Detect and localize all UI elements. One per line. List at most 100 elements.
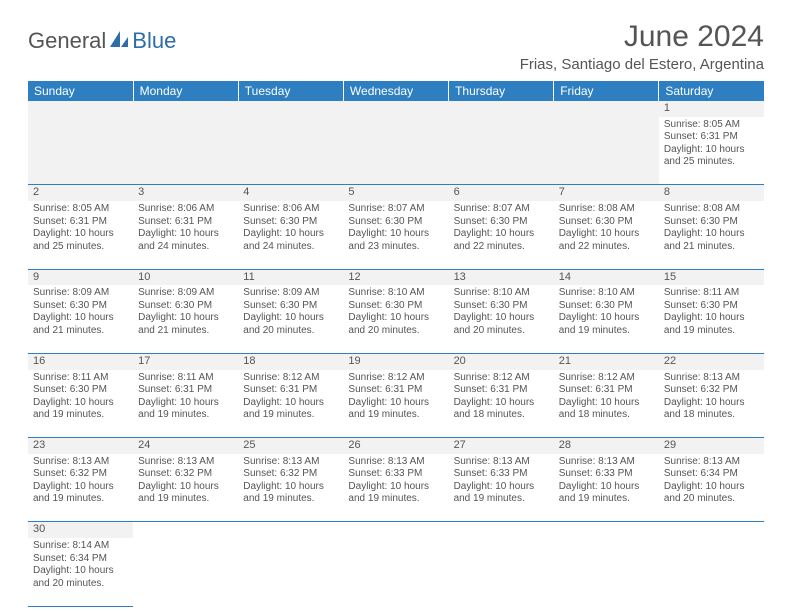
daylight-text-1: Daylight: 10 hours: [664, 312, 759, 325]
daylight-text-2: and 22 minutes.: [559, 241, 654, 254]
day-cell: Sunrise: 8:13 AMSunset: 6:32 PMDaylight:…: [133, 454, 238, 522]
day-number: 2: [28, 185, 133, 201]
day-cell: [133, 117, 238, 185]
sunrise-text: Sunrise: 8:10 AM: [559, 287, 654, 300]
sunset-text: Sunset: 6:33 PM: [454, 468, 549, 481]
sunrise-text: Sunrise: 8:11 AM: [664, 287, 759, 300]
weekday-header-row: SundayMondayTuesdayWednesdayThursdayFrid…: [28, 81, 764, 101]
day-cell: Sunrise: 8:13 AMSunset: 6:33 PMDaylight:…: [554, 454, 659, 522]
day-cell: [449, 117, 554, 185]
sunrise-text: Sunrise: 8:07 AM: [454, 203, 549, 216]
daylight-text-2: and 20 minutes.: [243, 325, 338, 338]
day-number: 18: [238, 353, 343, 369]
day-number: 6: [449, 185, 554, 201]
day-cell: Sunrise: 8:11 AMSunset: 6:31 PMDaylight:…: [133, 370, 238, 438]
day-cell: Sunrise: 8:06 AMSunset: 6:31 PMDaylight:…: [133, 201, 238, 269]
sunrise-text: Sunrise: 8:06 AM: [138, 203, 233, 216]
daylight-text-1: Daylight: 10 hours: [348, 228, 443, 241]
title-block: June 2024 Frias, Santiago del Estero, Ar…: [520, 20, 764, 73]
daylight-text-1: Daylight: 10 hours: [559, 312, 654, 325]
day-number: 5: [343, 185, 448, 201]
daylight-text-1: Daylight: 10 hours: [33, 397, 128, 410]
daylight-text-1: Daylight: 10 hours: [243, 397, 338, 410]
day-number: 9: [28, 269, 133, 285]
sunset-text: Sunset: 6:30 PM: [138, 300, 233, 313]
daylight-text-1: Daylight: 10 hours: [559, 481, 654, 494]
daylight-text-1: Daylight: 10 hours: [664, 228, 759, 241]
sunset-text: Sunset: 6:30 PM: [33, 384, 128, 397]
day-number: [133, 101, 238, 117]
sunset-text: Sunset: 6:30 PM: [348, 216, 443, 229]
daylight-text-2: and 19 minutes.: [138, 493, 233, 506]
weekday-header: Monday: [133, 81, 238, 101]
daylight-text-2: and 25 minutes.: [33, 241, 128, 254]
sunrise-text: Sunrise: 8:13 AM: [138, 456, 233, 469]
sunrise-text: Sunrise: 8:09 AM: [243, 287, 338, 300]
sunrise-text: Sunrise: 8:14 AM: [33, 540, 128, 553]
day-cell: Sunrise: 8:08 AMSunset: 6:30 PMDaylight:…: [554, 201, 659, 269]
daylight-text-1: Daylight: 10 hours: [454, 312, 549, 325]
day-cell: [28, 117, 133, 185]
sunrise-text: Sunrise: 8:09 AM: [138, 287, 233, 300]
weekday-header: Wednesday: [343, 81, 448, 101]
day-number: 8: [659, 185, 764, 201]
day-cell: Sunrise: 8:09 AMSunset: 6:30 PMDaylight:…: [238, 285, 343, 353]
day-cell: [449, 538, 554, 606]
sunrise-text: Sunrise: 8:13 AM: [33, 456, 128, 469]
sunset-text: Sunset: 6:30 PM: [664, 300, 759, 313]
daylight-text-1: Daylight: 10 hours: [664, 481, 759, 494]
day-cell: Sunrise: 8:10 AMSunset: 6:30 PMDaylight:…: [449, 285, 554, 353]
content-row: Sunrise: 8:05 AM Sunset: 6:31 PM Daylight:…: [28, 201, 764, 269]
sunrise-text: Sunrise: 8:10 AM: [348, 287, 443, 300]
daylight-text-2: and 21 minutes.: [33, 325, 128, 338]
content-row: Sunrise: 8:13 AMSunset: 6:32 PMDaylight:…: [28, 454, 764, 522]
day-cell: Sunrise: 8:13 AMSunset: 6:33 PMDaylight:…: [343, 454, 448, 522]
sunset-text: Sunset: 6:30 PM: [454, 216, 549, 229]
sunset-text: Sunset: 6:32 PM: [138, 468, 233, 481]
day-cell: Sunrise: 8:09 AMSunset: 6:30 PMDaylight:…: [133, 285, 238, 353]
sunrise-text: Sunrise: 8:05 AM: [664, 119, 759, 132]
sunrise-text: Sunrise: 8:13 AM: [243, 456, 338, 469]
sunrise-text: Sunrise: 8:05 AM: [33, 203, 128, 216]
day-cell: Sunrise: 8:07 AMSunset: 6:30 PMDaylight:…: [449, 201, 554, 269]
day-number: 30: [28, 522, 133, 538]
daylight-text-1: Daylight: 10 hours: [559, 397, 654, 410]
sunset-text: Sunset: 6:30 PM: [348, 300, 443, 313]
content-row: Sunrise: 8:05 AMSunset: 6:31 PMDaylight:…: [28, 117, 764, 185]
sunrise-text: Sunrise: 8:12 AM: [348, 372, 443, 385]
daylight-text-2: and 19 minutes.: [559, 325, 654, 338]
day-cell: Sunrise: 8:12 AMSunset: 6:31 PMDaylight:…: [449, 370, 554, 438]
weekday-header: Sunday: [28, 81, 133, 101]
sunset-text: Sunset: 6:31 PM: [138, 216, 233, 229]
sunset-text: Sunset: 6:30 PM: [559, 300, 654, 313]
sunset-text: Sunset: 6:31 PM: [664, 131, 759, 144]
day-number: 20: [449, 353, 554, 369]
daynum-row: 23242526272829: [28, 438, 764, 454]
day-number: [133, 522, 238, 538]
daylight-text-1: Daylight: 10 hours: [33, 565, 128, 578]
daylight-text-1: Daylight: 10 hours: [243, 312, 338, 325]
sunset-text: Sunset: 6:30 PM: [664, 216, 759, 229]
daylight-text-1: Daylight: 10 hours: [138, 481, 233, 494]
sunset-text: Sunset: 6:32 PM: [243, 468, 338, 481]
daylight-text-2: and 18 minutes.: [454, 409, 549, 422]
day-cell: [343, 538, 448, 606]
daylight-text-1: Daylight: 10 hours: [454, 481, 549, 494]
sunrise-text: Sunrise: 8:08 AM: [664, 203, 759, 216]
sunrise-text: Sunrise: 8:09 AM: [33, 287, 128, 300]
content-row: Sunrise: 8:11 AMSunset: 6:30 PMDaylight:…: [28, 370, 764, 438]
daylight-text-1: Daylight: 10 hours: [348, 312, 443, 325]
day-number: 11: [238, 269, 343, 285]
daylight-text-2: and 19 minutes.: [454, 493, 549, 506]
sunset-text: Sunset: 6:30 PM: [243, 216, 338, 229]
daylight-text-1: Daylight: 10 hours: [454, 228, 549, 241]
day-number: 29: [659, 438, 764, 454]
sunrise-text: Sunrise: 8:13 AM: [664, 372, 759, 385]
daylight-text-1: Daylight: 10 hours: [348, 481, 443, 494]
sunset-text: Sunset: 6:34 PM: [33, 553, 128, 566]
daylight-text-1: Daylight: 10 hours: [664, 397, 759, 410]
day-cell: [659, 538, 764, 606]
daylight-text-2: and 19 minutes.: [138, 409, 233, 422]
daylight-text-1: Daylight: 10 hours: [243, 228, 338, 241]
day-cell: Sunrise: 8:13 AMSunset: 6:33 PMDaylight:…: [449, 454, 554, 522]
